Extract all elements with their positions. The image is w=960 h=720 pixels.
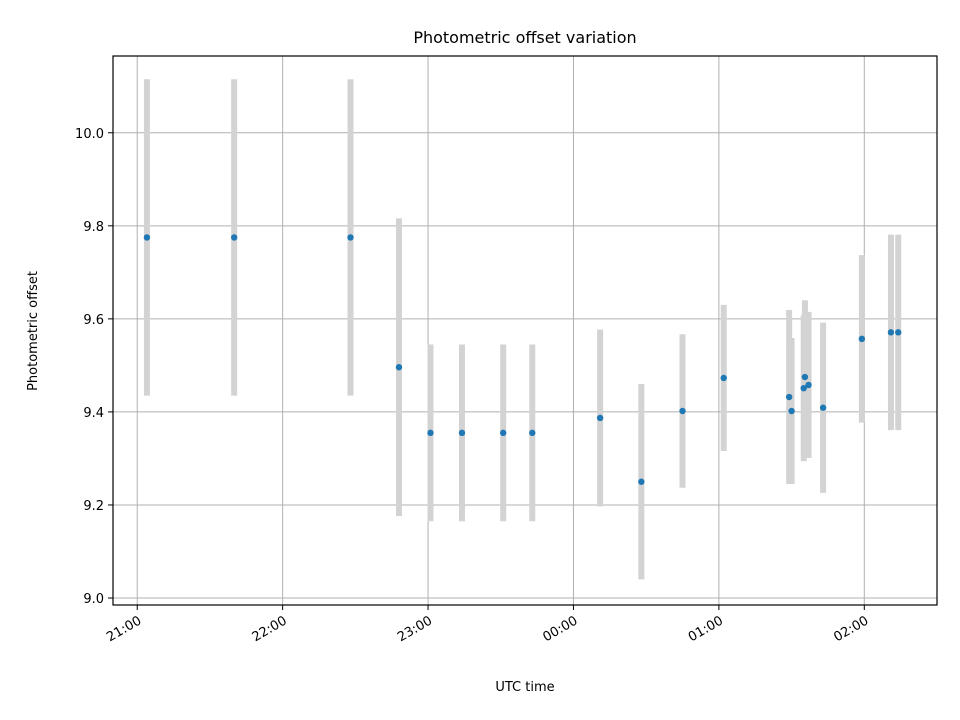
x-tick-label: 23:00	[395, 613, 435, 645]
y-axis-label: Photometric offset	[26, 271, 41, 391]
data-point	[858, 335, 866, 343]
data-points	[143, 234, 902, 485]
data-point	[887, 329, 895, 336]
data-point	[720, 374, 727, 382]
data-point	[427, 429, 434, 437]
data-point	[788, 407, 795, 415]
x-tick-label: 02:00	[831, 613, 871, 645]
x-axis-label: UTC time	[495, 680, 554, 695]
y-tick-label: 9.2	[83, 499, 104, 514]
x-axis-ticks: 21:00 22:00 23:00 00:00 01:00 02:00	[104, 605, 871, 645]
data-point	[347, 234, 354, 241]
y-tick-label: 10.0	[75, 127, 104, 142]
data-point	[679, 407, 686, 415]
data-point	[785, 393, 793, 401]
error-bars	[143, 79, 902, 580]
data-point	[499, 429, 507, 437]
y-tick-label: 9.8	[83, 220, 104, 235]
chart-title: Photometric offset variation	[413, 28, 636, 47]
y-tick-label: 9.4	[83, 406, 104, 421]
plot-frame	[112, 55, 938, 606]
data-point	[230, 234, 238, 241]
data-point	[895, 329, 902, 336]
data-point	[800, 384, 807, 392]
x-tick-label: 22:00	[250, 613, 290, 645]
data-point	[638, 478, 645, 485]
data-point	[596, 414, 604, 422]
y-tick-label: 9.0	[83, 592, 104, 607]
x-tick-label: 00:00	[541, 613, 581, 645]
data-point	[143, 234, 151, 241]
y-axis-ticks: 9.0 9.2 9.4 9.6 9.8 10.0	[75, 127, 113, 607]
x-tick-label: 21:00	[104, 613, 144, 645]
data-point	[805, 381, 812, 389]
data-point	[801, 373, 809, 381]
data-point	[458, 429, 466, 437]
x-tick-label: 01:00	[686, 613, 726, 645]
data-point	[529, 429, 536, 437]
data-point	[395, 364, 403, 371]
data-point	[819, 404, 827, 411]
y-tick-label: 9.6	[83, 313, 104, 328]
